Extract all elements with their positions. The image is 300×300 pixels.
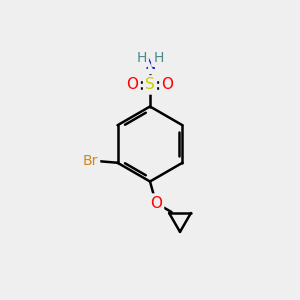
Text: H: H xyxy=(153,51,164,65)
Text: H: H xyxy=(136,51,147,65)
Text: O: O xyxy=(150,196,162,211)
Text: N: N xyxy=(144,57,156,72)
Text: O: O xyxy=(161,77,173,92)
Text: O: O xyxy=(127,77,139,92)
Text: S: S xyxy=(145,77,155,92)
Text: Br: Br xyxy=(83,154,98,168)
